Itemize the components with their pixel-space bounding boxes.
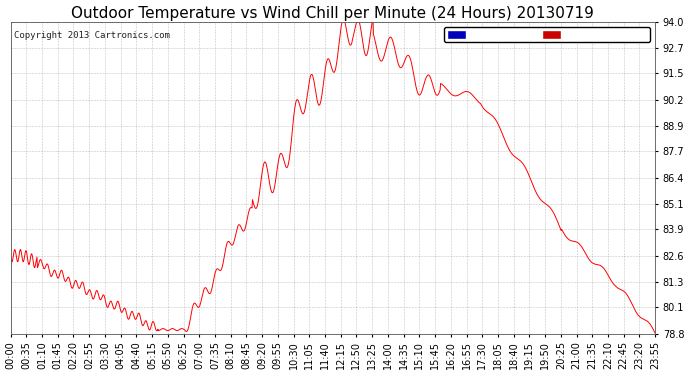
Text: Copyright 2013 Cartronics.com: Copyright 2013 Cartronics.com (14, 31, 170, 40)
Legend: Wind Chill (°F), Temperature (°F): Wind Chill (°F), Temperature (°F) (444, 27, 650, 42)
Title: Outdoor Temperature vs Wind Chill per Minute (24 Hours) 20130719: Outdoor Temperature vs Wind Chill per Mi… (72, 6, 594, 21)
